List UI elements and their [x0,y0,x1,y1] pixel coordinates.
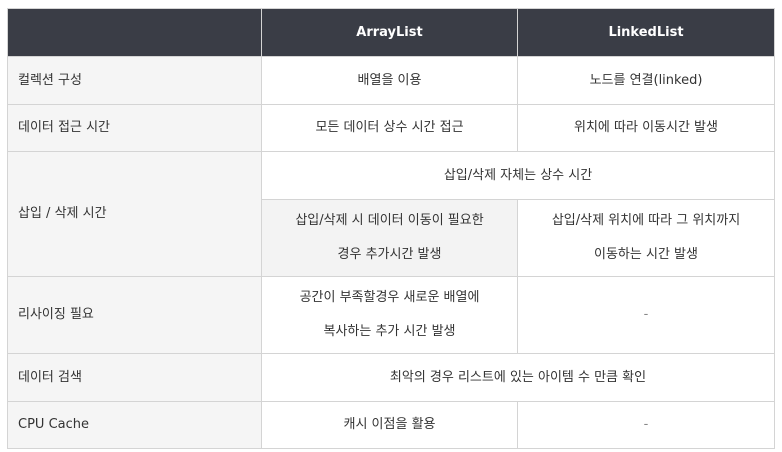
row-label: CPU Cache [7,401,262,449]
linkedlist-cell: - [517,276,775,354]
linkedlist-cell: 노드를 연결(linked) [517,56,775,105]
arraylist-cell: 모든 데이터 상수 시간 접근 [261,104,518,152]
comparison-table: ArrayList LinkedList 컬렉션 구성 배열을 이용 노드를 연… [7,8,775,449]
linkedlist-line-1: 삽입/삭제 위치에 따라 그 위치까지 [551,213,741,228]
linkedlist-line-2: 이동하는 시간 발생 [594,247,698,262]
row-label: 리사이징 필요 [7,276,262,354]
table-row-search: 데이터 검색 최악의 경우 리스트에 있는 아이템 수 만큼 확인 [7,353,775,402]
table-row-access: 데이터 접근 시간 모든 데이터 상수 시간 접근 위치에 따라 이동시간 발생 [7,104,775,152]
row-label: 삽입 / 삭제 시간 [7,151,262,277]
arraylist-line-1: 삽입/삭제 시 데이터 이동이 필요한 [295,213,484,228]
shared-cell: 최악의 경우 리스트에 있는 아이템 수 만큼 확인 [261,353,775,402]
header-linkedlist: LinkedList [517,8,775,57]
row-label: 컬렉션 구성 [7,56,262,105]
header-arraylist: ArrayList [261,8,518,57]
row-label: 데이터 접근 시간 [7,104,262,152]
table-row-composition: 컬렉션 구성 배열을 이용 노드를 연결(linked) [7,56,775,105]
row-label: 데이터 검색 [7,353,262,402]
table-row-resizing: 리사이징 필요 공간이 부족할경우 새로운 배열에 복사하는 추가 시간 발생 … [7,276,775,354]
arraylist-line-2: 경우 추가시간 발생 [337,247,442,262]
arraylist-cell: 캐시 이점을 활용 [261,401,518,449]
table-row-cpu-cache: CPU Cache 캐시 이점을 활용 - [7,401,775,449]
header-row: ArrayList LinkedList [7,8,775,57]
linkedlist-cell: 위치에 따라 이동시간 발생 [517,104,775,152]
arraylist-cell: 배열을 이용 [261,56,518,105]
arraylist-line-1: 공간이 부족할경우 새로운 배열에 [299,290,480,305]
linkedlist-cell: - [517,401,775,449]
shared-cell: 삽입/삭제 자체는 상수 시간 [261,151,775,200]
header-empty [7,8,262,57]
arraylist-cell: 삽입/삭제 시 데이터 이동이 필요한 경우 추가시간 발생 [261,199,518,277]
linkedlist-cell: 삽입/삭제 위치에 따라 그 위치까지 이동하는 시간 발생 [517,199,775,277]
table-row-insert-delete-detail: 삽입/삭제 시 데이터 이동이 필요한 경우 추가시간 발생 삽입/삭제 위치에… [8,199,775,277]
arraylist-line-2: 복사하는 추가 시간 발생 [323,324,456,339]
arraylist-cell: 공간이 부족할경우 새로운 배열에 복사하는 추가 시간 발생 [261,276,518,354]
table-row-insert-delete-shared: 삽입 / 삭제 시간 삽입/삭제 자체는 상수 시간 [7,151,775,277]
